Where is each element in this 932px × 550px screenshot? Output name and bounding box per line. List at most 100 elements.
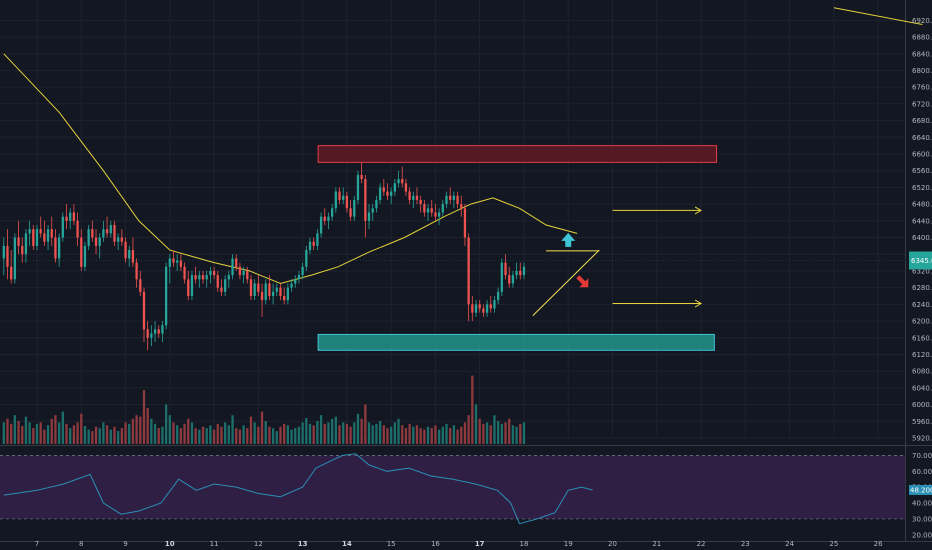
volume-bar <box>253 422 256 444</box>
candle-body <box>2 245 5 259</box>
volume-bar <box>146 408 149 444</box>
candle-body <box>172 258 175 263</box>
volume-bar <box>32 428 35 444</box>
candle-body <box>378 187 382 200</box>
volume-bar <box>316 420 319 444</box>
volume-bar <box>209 425 212 444</box>
volume-bar <box>360 418 363 444</box>
candle-body <box>13 237 17 280</box>
candle-body <box>117 237 120 242</box>
volume-bar <box>504 422 507 444</box>
candle-body <box>176 260 179 263</box>
candle-body <box>319 216 323 234</box>
candle-body <box>65 216 68 221</box>
volume-bar <box>117 431 120 444</box>
volume-bar <box>201 426 205 444</box>
price-tick-label: 6840.0 <box>912 50 932 58</box>
candle-body <box>338 191 341 200</box>
volume-bar <box>28 422 31 444</box>
volume-bar <box>378 420 382 444</box>
candle-body <box>105 229 109 234</box>
candle-body <box>198 275 201 280</box>
time-tick-label: 10 <box>165 540 175 548</box>
volume-bar <box>474 404 478 444</box>
candle-body <box>124 241 127 259</box>
candle-body <box>246 270 249 280</box>
time-tick-label: 8 <box>79 540 83 548</box>
candle-body <box>390 191 393 196</box>
volume-bar <box>305 418 308 444</box>
volume-bar <box>493 415 496 444</box>
rsi-tick-label: 70.0000 <box>912 452 932 460</box>
volume-bar <box>13 415 17 444</box>
candle-body <box>128 250 131 259</box>
rsi-current-tag <box>909 485 932 496</box>
resistance-zone <box>317 145 718 163</box>
volume-bar <box>508 418 511 444</box>
volume-bar <box>511 425 515 444</box>
volume-bar <box>190 422 194 444</box>
volume-bar <box>260 411 264 444</box>
candle-body <box>290 283 293 288</box>
volume-bar <box>460 426 463 444</box>
rsi-axis[interactable]: 70.000060.000050.000040.000030.000020.00… <box>909 452 932 539</box>
candle-body <box>235 258 238 267</box>
time-tick-label: 16 <box>431 540 440 548</box>
candle-body <box>220 287 223 292</box>
volume-bar <box>275 431 278 444</box>
volume-bar <box>330 418 334 444</box>
volume-bar <box>224 422 227 444</box>
volume-bar <box>434 425 437 444</box>
volume-bar <box>478 418 481 444</box>
projection-arrow-head <box>694 206 703 215</box>
candle-body <box>231 258 234 276</box>
candle-body <box>87 229 90 246</box>
candle-body <box>508 275 511 284</box>
volume-bar <box>342 422 345 444</box>
volume-bar <box>194 428 197 444</box>
volume-bar <box>290 429 293 444</box>
triangle-rising-line <box>532 249 600 316</box>
candle-body <box>415 195 419 200</box>
candle-body <box>305 250 308 267</box>
candle-body <box>98 237 101 246</box>
volume-bar <box>87 429 90 444</box>
volume-bar <box>50 418 53 444</box>
current-price-tag <box>909 251 932 270</box>
candle-body <box>17 237 20 246</box>
volume-bar <box>271 428 275 444</box>
volume-bar <box>220 426 223 444</box>
volume-bar <box>10 423 13 444</box>
rsi-panel <box>0 453 905 525</box>
candle-body <box>401 179 404 184</box>
volume-bar <box>264 420 267 444</box>
candle-body <box>474 304 478 313</box>
candle-body <box>364 179 367 221</box>
volume-bar <box>415 425 419 444</box>
volume-bar <box>150 418 153 444</box>
candle-body <box>430 208 433 213</box>
candle-body <box>113 225 116 242</box>
candle-body <box>330 208 334 217</box>
volume-bar <box>69 428 72 444</box>
volume-bar <box>65 423 68 444</box>
candle-body <box>102 229 105 238</box>
time-tick-label: 11 <box>210 540 219 548</box>
volume-bar <box>297 426 301 444</box>
rsi-band <box>0 455 905 519</box>
candle-body <box>109 225 112 234</box>
price-tick-label: 6400.0 <box>912 234 932 242</box>
price-tick-label: 6480.0 <box>912 201 932 209</box>
volume-bar <box>371 425 374 444</box>
price-axis[interactable]: 6920.0 6880.0 6840.0 6800.0 6760.0 6720.0 6680… <box>0 17 932 443</box>
volume-bar <box>61 411 64 444</box>
volume-bar <box>500 423 503 444</box>
candle-body <box>183 266 186 280</box>
candle-body <box>10 266 13 280</box>
volume-bar <box>198 429 201 444</box>
time-axis[interactable]: 7 8 9 10 11 12 13 14 15 16 17 18 19 20 21 22 23 24 25 26 <box>35 540 883 548</box>
candle-body <box>190 275 194 296</box>
volume-bar <box>419 428 422 444</box>
candle-body <box>216 275 219 288</box>
